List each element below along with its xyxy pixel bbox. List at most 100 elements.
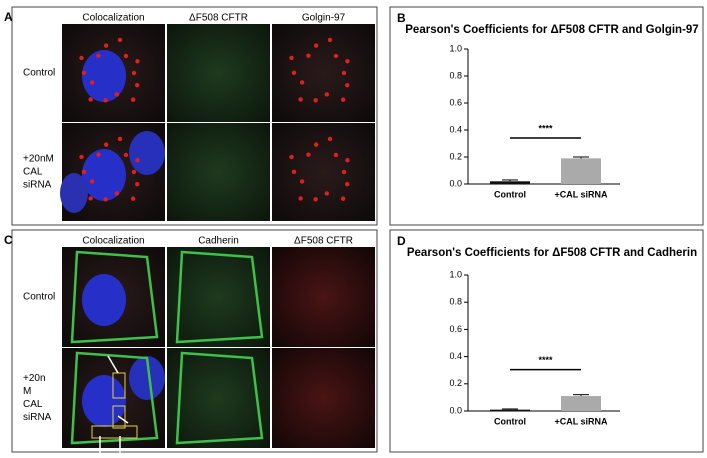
chart-title: Pearson's Coefficients for ΔF508 CFTR an… [405,24,698,36]
signal [103,142,109,147]
signal [117,136,123,142]
signal [340,196,346,201]
panel-label: D [397,234,406,248]
roi-box [91,425,138,439]
panel-border [389,6,704,226]
nucleus [82,375,126,427]
signal [123,53,129,59]
signal [313,98,318,103]
x-tick-label: Control [494,416,526,426]
signal [299,80,305,85]
panel-border [11,229,378,453]
bar [561,396,601,411]
signal [96,53,101,58]
nucleus [129,356,165,400]
signal [135,181,140,187]
column-header: ΔF508 CFTR [294,236,353,247]
signal [324,191,330,196]
signal [130,97,136,102]
panel-border [389,229,704,453]
signal [306,53,311,58]
signal [327,136,333,142]
signal [313,43,319,48]
signal [333,152,339,158]
signal [306,152,311,157]
signal [135,59,140,64]
roi-box [112,372,126,399]
signal [341,169,347,175]
row-label: Control [23,292,55,303]
roi-box [112,405,126,429]
y-tick-label: 0.2 [449,151,462,161]
panel-label: B [397,11,406,25]
membrane [175,250,264,344]
signal [345,59,350,64]
signal [130,196,136,201]
signal [324,92,330,97]
membrane [70,250,159,344]
x-tick-label: +CAL siRNA [554,189,608,199]
signal [89,179,95,184]
column-header: Colocalization [82,236,144,247]
signal [313,197,318,202]
micrograph [167,123,270,221]
signal [333,53,339,59]
significance-label: **** [538,123,553,133]
nucleus [129,131,165,175]
y-tick-label: 1.0 [449,43,462,53]
signal [345,158,350,163]
row-label: siRNA [23,180,52,191]
signal [81,169,87,174]
nucleus [82,50,126,102]
signal [123,152,129,158]
signal [313,142,319,147]
micrograph [167,24,270,122]
signal [131,169,137,175]
signal [289,154,294,160]
row-label: CAL [23,167,43,178]
nucleus [60,173,88,213]
signal [345,181,350,187]
bar [490,409,530,411]
signal [103,98,108,103]
signal [117,37,123,43]
row-label: Control [23,68,55,79]
column-header: Colocalization [82,13,144,24]
signal [345,82,350,88]
signal [135,158,140,163]
y-tick-label: 0.0 [449,405,462,415]
signal [103,43,109,48]
y-tick-label: 1.0 [449,269,462,279]
significance-label: **** [538,355,553,365]
column-header: Golgin-97 [302,13,346,24]
signal [114,92,120,97]
y-tick-label: 0.8 [449,297,462,307]
row-label: CAL [23,399,43,410]
y-tick-label: 0.6 [449,97,462,107]
arrow [107,355,119,374]
signal [88,196,93,201]
signal [88,97,93,102]
signal [298,196,303,201]
y-tick-label: 0.8 [449,70,462,80]
column-header: Cadherin [198,236,239,247]
signal [96,152,101,157]
signal [298,97,303,102]
micrograph [272,123,375,221]
signal [289,55,294,61]
row-label: M [23,386,31,397]
panel-border [11,6,378,226]
x-tick-label: Control [494,189,526,199]
bar [561,158,601,184]
row-label: +20n [23,373,46,384]
arrow [117,415,129,424]
signal [131,70,137,76]
signal [341,70,347,76]
micrograph [272,24,375,122]
chart-title: Pearson's Coefficients for ΔF508 CFTR an… [407,247,697,259]
row-label: +20nM [23,154,54,165]
signal [114,191,120,196]
panel-label: A [4,10,13,24]
membrane [70,351,159,445]
